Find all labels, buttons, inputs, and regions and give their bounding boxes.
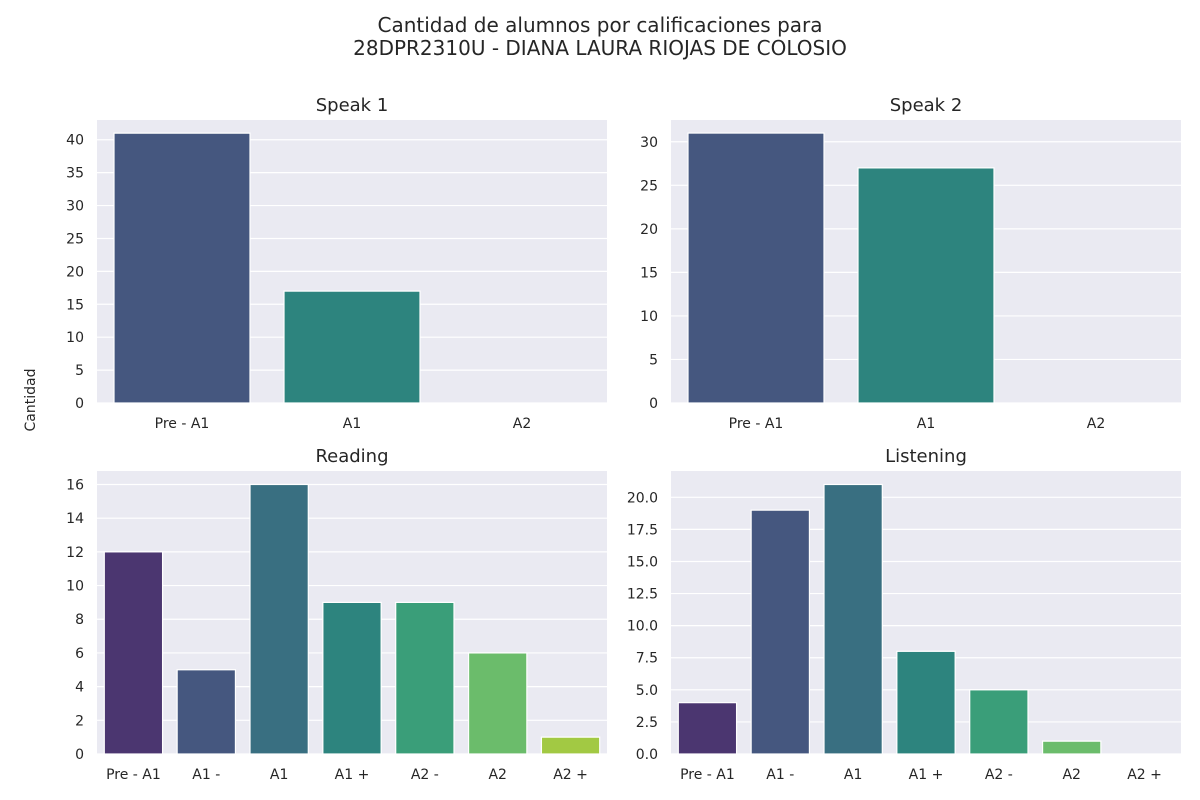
panel-reading: 0 2 4 6 8 10 12 14 16 Pre - A1 A1 - A1 A1 + A2 - A2 A2 …: [66, 441, 607, 784]
y-tick-label: 30: [640, 135, 658, 151]
subplot-title: Speak 2: [890, 95, 963, 116]
y-tick-label: 5: [649, 352, 658, 368]
y-tick-label: 16: [66, 477, 84, 493]
y-tick-label: 15: [66, 297, 84, 313]
bar: [249, 483, 309, 755]
y-tick-label: 20.0: [627, 490, 658, 506]
y-tick-label: 2.5: [636, 715, 658, 731]
chart-svg: 0 2 4 6 8 10 12 14 16 Pre - A1 A1 - A1 A1 + A2 - A2 A2 …: [66, 446, 607, 783]
y-tick-label: 4: [75, 680, 84, 696]
y-tick-label: 0: [649, 396, 658, 412]
subplot-title: Speak 1: [316, 95, 389, 116]
bar: [283, 290, 421, 404]
y-tick-label: 20: [66, 264, 84, 280]
x-tick-label: A1 -: [192, 767, 220, 783]
bar: [969, 689, 1029, 755]
y-tick-label: 7.5: [636, 651, 658, 667]
bar: [857, 167, 995, 404]
y-tick-label: 0: [75, 747, 84, 763]
y-tick-label: 0.0: [636, 747, 658, 763]
y-tick-label: 20: [640, 222, 658, 238]
panel-speak-1: 0 5 10 15 20 25 30 35 40 Pre - A1 A1 A2 Speak 1: [66, 90, 607, 433]
bar: [467, 652, 528, 755]
x-tick-label: A1: [270, 767, 288, 783]
panel-speak-2: 0 5 10 15 20 25 30 Pre - A1 A1 A2 Speak 2: [640, 90, 1181, 433]
bar: [176, 669, 237, 755]
x-tick-label: A1 +: [335, 767, 370, 783]
subplot-title: Reading: [315, 446, 388, 467]
y-tick-label: 40: [66, 133, 84, 149]
figure-title-line-1: Cantidad de alumnos por calificaciones p…: [377, 13, 823, 37]
y-tick-label: 0: [75, 396, 84, 412]
y-tick-label: 10.0: [627, 619, 658, 635]
x-tick-label: A2: [488, 767, 506, 783]
y-tick-label: 8: [75, 612, 84, 628]
bar: [750, 509, 811, 755]
y-tick-label: 5: [75, 363, 84, 379]
bar: [677, 702, 738, 755]
x-tick-label: A2: [1087, 416, 1105, 432]
x-tick-label: Pre - A1: [729, 416, 784, 432]
y-tick-label: 25: [66, 231, 84, 247]
y-tick-label: 5.0: [636, 683, 658, 699]
x-tick-label: A1: [343, 416, 361, 432]
y-tick-label: 14: [66, 511, 84, 527]
bar: [322, 601, 382, 755]
x-tick-label: A2 +: [1127, 767, 1162, 783]
x-tick-label: A1: [844, 767, 862, 783]
y-tick-label: 35: [66, 166, 84, 182]
panel-listening: 0.0 2.5 5.0 7.5 10.0 12.5 15.0 17.5 20.0 Pre - A1…: [627, 441, 1181, 784]
y-tick-label: 12.5: [627, 587, 658, 603]
y-tick-label: 12: [66, 545, 84, 561]
x-tick-label: A2: [513, 416, 531, 432]
bar: [823, 483, 883, 755]
subplot-title: Listening: [885, 446, 967, 467]
x-tick-label: A2 -: [411, 767, 439, 783]
y-tick-label: 6: [75, 646, 84, 662]
x-tick-label: A2 +: [553, 767, 588, 783]
y-tick-label: 15.0: [627, 554, 658, 570]
y-tick-label: 10: [66, 579, 84, 595]
x-tick-label: Pre - A1: [680, 767, 735, 783]
y-tick-label: 15: [640, 265, 658, 281]
y-axis-label: Cantidad: [23, 368, 39, 432]
y-tick-label: 10: [66, 330, 84, 346]
chart-svg: 0 5 10 15 20 25 30 Pre - A1 A1 A2 Speak 2: [640, 95, 1181, 432]
y-tick-label: 10: [640, 309, 658, 325]
y-tick-label: 30: [66, 199, 84, 215]
y-tick-label: 2: [75, 713, 84, 729]
bar: [540, 736, 601, 755]
bar: [103, 551, 164, 755]
figure-title-line-2: 28DPR2310U - DIANA LAURA RIOJAS DE COLOS…: [353, 36, 847, 60]
x-tick-label: A1 +: [909, 767, 944, 783]
bar: [113, 132, 251, 404]
x-tick-label: A2: [1062, 767, 1080, 783]
x-tick-label: A1 -: [766, 767, 794, 783]
bar: [687, 132, 825, 404]
x-tick-label: A2 -: [985, 767, 1013, 783]
y-tick-label: 17.5: [627, 522, 658, 538]
x-tick-label: Pre - A1: [106, 767, 161, 783]
x-tick-label: A1: [917, 416, 935, 432]
bar: [1041, 740, 1102, 755]
y-tick-label: 25: [640, 178, 658, 194]
x-tick-label: Pre - A1: [155, 416, 210, 432]
chart-svg: 0 5 10 15 20 25 30 35 40 Pre - A1 A1 A2 Speak 1: [66, 95, 607, 432]
bar: [896, 650, 956, 755]
bar: [395, 601, 455, 755]
chart-svg: 0.0 2.5 5.0 7.5 10.0 12.5 15.0 17.5 20.0 Pre - A1…: [627, 446, 1181, 783]
